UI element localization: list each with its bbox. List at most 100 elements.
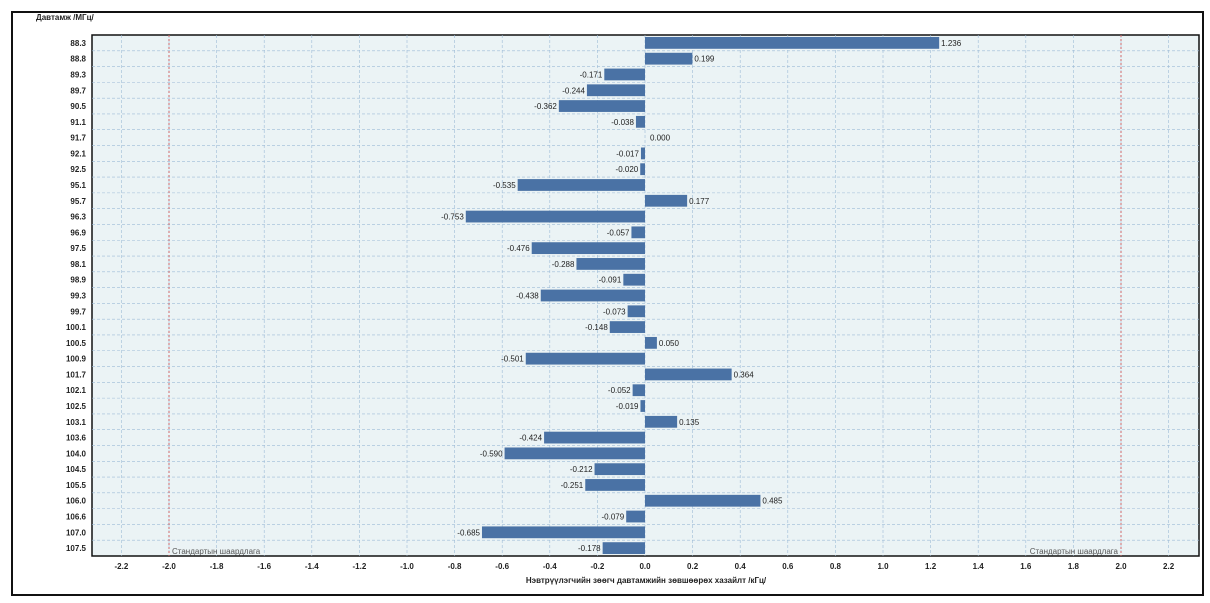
bar [640, 400, 645, 412]
x-tick-label: -0.8 [448, 562, 462, 571]
bar-value-label: -0.753 [441, 213, 464, 222]
category-label: 100.5 [66, 339, 87, 348]
bar-value-label: -0.535 [493, 181, 516, 190]
category-label: 100.1 [66, 323, 87, 332]
category-label: 104.0 [66, 449, 87, 458]
category-labels: 88.3 88.8 89.3 89.7 90.5 91.1 91.7 92.1 92.5 95.1… [66, 39, 87, 553]
category-label: 96.9 [70, 228, 86, 237]
bar-value-label: -0.251 [561, 481, 584, 490]
category-label: 103.6 [66, 434, 87, 443]
bar [609, 321, 645, 333]
bar-value-label: -0.052 [608, 386, 631, 395]
category-label: 100.9 [66, 355, 87, 364]
bar-value-label: -0.212 [570, 465, 593, 474]
x-tick-label: -1.4 [305, 562, 319, 571]
bar [632, 384, 645, 397]
bar [544, 431, 645, 444]
bar-value-label: -0.685 [457, 528, 480, 537]
category-label: 101.7 [66, 370, 87, 379]
x-tick-label: 1.6 [1020, 562, 1032, 571]
bar [604, 68, 645, 81]
bar [465, 210, 645, 223]
bar [645, 194, 688, 207]
category-label: 91.1 [70, 118, 86, 127]
bar [645, 37, 940, 49]
bar-value-label: -0.501 [501, 355, 524, 364]
bar [504, 447, 645, 460]
reference-line-label: Стандартын шаардлага [172, 547, 261, 556]
bar-value-label: -0.019 [616, 402, 639, 411]
x-tick-label: 0.4 [735, 562, 747, 571]
bar [645, 494, 761, 507]
bar-value-label: -0.438 [516, 292, 539, 301]
bar-value-label: 0.000 [650, 134, 671, 143]
bar [627, 305, 645, 318]
bar-value-label: 0.050 [659, 339, 680, 348]
bar [531, 242, 645, 255]
bar-value-label: -0.017 [616, 149, 639, 158]
bar [645, 336, 657, 349]
category-label: 107.0 [66, 528, 87, 537]
category-label: 92.5 [70, 165, 86, 174]
bar-value-label: -0.476 [507, 244, 530, 253]
category-label: 97.5 [70, 244, 86, 253]
bar [586, 84, 645, 97]
x-tick-label: -0.2 [591, 562, 605, 571]
x-tick-label: 0.8 [830, 562, 842, 571]
y-axis-title: Давтамж /МГц/ [36, 13, 94, 22]
x-tick-label: -1.6 [257, 562, 271, 571]
bar [481, 526, 645, 539]
bar [602, 542, 645, 554]
bar [631, 226, 645, 239]
category-label: 104.5 [66, 465, 87, 474]
bar [640, 147, 645, 160]
x-tick-label: 0.6 [782, 562, 794, 571]
bar-value-label: 0.177 [689, 197, 710, 206]
x-tick-label: 1.8 [1068, 562, 1080, 571]
bar-value-label: -0.079 [602, 513, 625, 522]
bar [517, 179, 645, 191]
x-tick-labels: -2.2 -2.0 -1.8 -1.6 -1.4 -1.2 -1.0 -0.8 -0.6 -0.4… [115, 562, 1175, 571]
x-tick-label: -1.8 [210, 562, 224, 571]
bar-value-label: -0.038 [611, 118, 634, 127]
x-tick-label: -1.2 [353, 562, 367, 571]
reference-line-label: Стандартын шаардлага [1030, 547, 1119, 556]
category-label: 98.9 [70, 276, 86, 285]
category-label: 99.3 [70, 292, 86, 301]
x-tick-label: 1.2 [925, 562, 937, 571]
bar [585, 479, 645, 491]
category-label: 102.5 [66, 402, 87, 411]
category-label: 88.8 [70, 55, 86, 64]
category-label: 105.5 [66, 481, 87, 490]
bar-value-label: -0.424 [519, 434, 542, 443]
bar [645, 52, 693, 65]
bar-value-label: -0.244 [562, 86, 585, 95]
bar [623, 273, 645, 286]
x-tick-label: -2.0 [162, 562, 176, 571]
bar [594, 463, 645, 476]
bar-value-label: -0.171 [580, 70, 603, 79]
x-tick-label: 0.0 [639, 562, 651, 571]
category-label: 88.3 [70, 39, 86, 48]
x-tick-label: 0.2 [687, 562, 699, 571]
x-axis-title: Нэвтрүүлэгчийн зөөгч давтамжийн зөвшөөрө… [526, 576, 767, 585]
bar-value-label: 0.364 [734, 370, 755, 379]
bar-value-label: -0.020 [616, 165, 639, 174]
bar [540, 289, 645, 302]
bar-value-label: -0.590 [480, 449, 503, 458]
x-tick-label: -2.2 [115, 562, 129, 571]
category-label: 95.1 [70, 181, 86, 190]
category-label: 89.7 [70, 86, 86, 95]
category-label: 92.1 [70, 149, 86, 158]
bar-value-label: 0.199 [694, 55, 715, 64]
x-tick-label: -0.4 [543, 562, 557, 571]
plot-area [91, 34, 1200, 557]
bar [525, 352, 645, 365]
x-tick-label: 1.4 [973, 562, 985, 571]
category-label: 106.0 [66, 497, 87, 506]
bar-value-label: 0.135 [679, 418, 700, 427]
bar-value-label: -0.362 [534, 102, 557, 111]
bar-value-label: -0.288 [552, 260, 575, 269]
bar-value-label: 1.236 [941, 39, 962, 48]
